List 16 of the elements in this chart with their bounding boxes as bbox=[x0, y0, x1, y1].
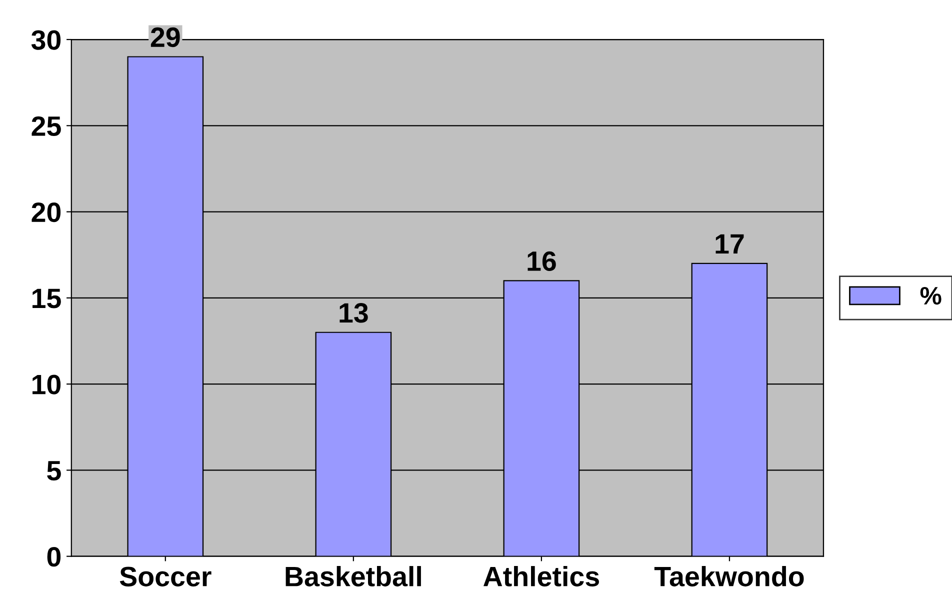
x-tick-label: Basketball bbox=[286, 566, 421, 586]
y-tick-label: 15 bbox=[32, 288, 61, 308]
y-tick-label: 5 bbox=[47, 461, 61, 481]
y-tick-label: 0 bbox=[47, 546, 61, 567]
data-label: 13 bbox=[340, 303, 368, 323]
x-tick-label: Soccer bbox=[120, 566, 212, 586]
data-label: 17 bbox=[716, 234, 744, 254]
y-tick-label: 10 bbox=[32, 374, 61, 394]
y-tick-label: 25 bbox=[32, 116, 61, 136]
y-tick-label: 20 bbox=[32, 202, 61, 222]
x-tick-label: Taekwondo bbox=[654, 566, 804, 586]
data-label: 29 bbox=[150, 27, 180, 48]
y-tick-label: 30 bbox=[31, 30, 61, 50]
x-tick-label: Athletics bbox=[483, 566, 599, 586]
legend-label: % bbox=[920, 286, 942, 305]
data-label: 16 bbox=[528, 251, 556, 272]
